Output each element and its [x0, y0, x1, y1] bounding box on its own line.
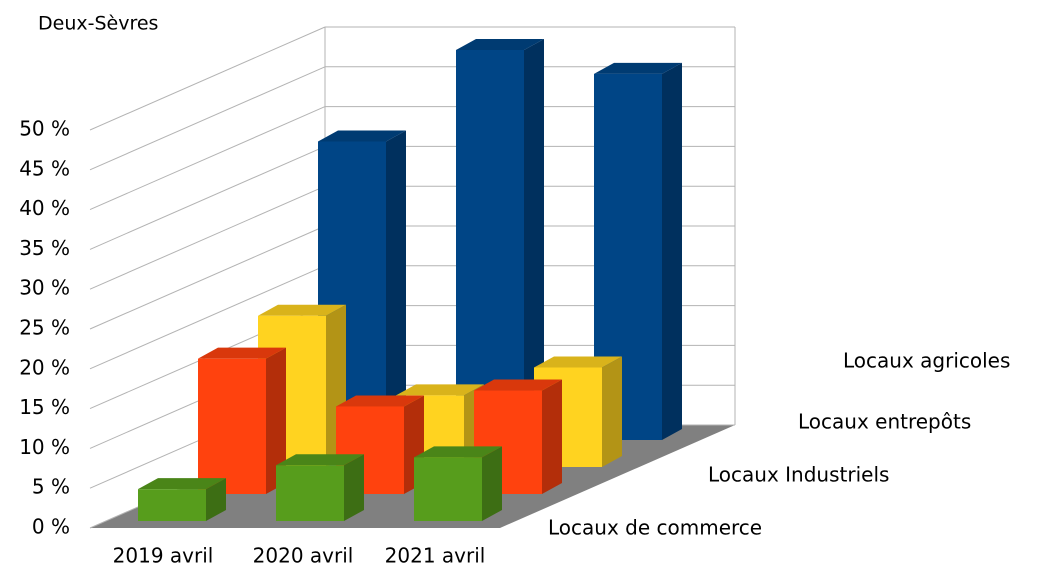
y-tick-label: 15 %	[19, 395, 70, 419]
bar-top	[276, 454, 364, 466]
bar	[456, 49, 524, 441]
grid-line	[89, 66, 326, 171]
bar-top	[198, 347, 286, 359]
bar	[138, 489, 206, 521]
grid-line	[89, 225, 326, 330]
x-tick-label: 2021 avril	[385, 544, 486, 568]
series-label: Locaux entrepôts	[798, 410, 971, 434]
bar	[198, 358, 266, 494]
y-tick-label: 50 %	[19, 117, 70, 141]
bar-top	[594, 62, 682, 74]
bar-side	[386, 130, 406, 440]
grid-line	[89, 106, 326, 211]
bar-side	[524, 38, 544, 441]
bar-top	[414, 446, 502, 458]
grid-line	[89, 185, 326, 290]
series-label: Locaux agricoles	[843, 349, 1010, 373]
bar-top	[336, 395, 424, 407]
grid-line	[89, 26, 326, 131]
x-tick-label: 2019 avril	[113, 544, 214, 568]
bar	[276, 465, 344, 521]
bar-top	[396, 384, 484, 396]
bar-side	[266, 347, 286, 494]
y-tick-label: 5 %	[32, 475, 70, 499]
y-tick-label: 10 %	[19, 435, 70, 459]
bar-top	[456, 38, 544, 50]
bar-side	[542, 379, 562, 494]
bar-top	[534, 356, 622, 368]
y-tick-label: 0 %	[32, 515, 70, 539]
bar-side	[602, 356, 622, 467]
bar	[414, 457, 482, 521]
series-label: Locaux Industriels	[708, 463, 889, 487]
y-tick-label: 40 %	[19, 196, 70, 220]
y-tick-label: 45 %	[19, 156, 70, 180]
bar-top	[138, 478, 226, 490]
bar-top	[474, 379, 562, 391]
y-tick-label: 25 %	[19, 316, 70, 340]
bar-top	[318, 130, 406, 142]
series-label: Locaux de commerce	[548, 516, 762, 540]
x-tick-label: 2020 avril	[253, 544, 354, 568]
chart-title: Deux-Sèvres	[38, 13, 158, 35]
bar-side	[344, 454, 364, 521]
grid-line	[89, 145, 326, 250]
bar-side	[206, 478, 226, 521]
grid-line	[89, 265, 326, 370]
y-tick-label: 35 %	[19, 236, 70, 260]
y-tick-label: 20 %	[19, 355, 70, 379]
bar-top	[258, 304, 346, 316]
y-tick-label: 30 %	[19, 276, 70, 300]
bar-side	[662, 62, 682, 441]
bar-side	[482, 446, 502, 521]
